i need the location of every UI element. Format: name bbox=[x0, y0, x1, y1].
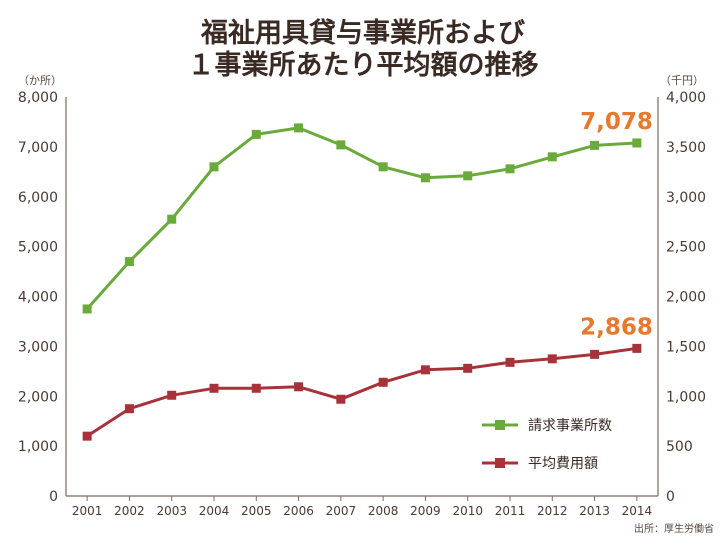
right-axis-tick-label: 1,000 bbox=[666, 389, 706, 405]
series-line-1 bbox=[86, 346, 638, 438]
x-axis-tick-label: 2009 bbox=[410, 504, 441, 518]
legend-label-claims-offices: 請求事業所数 bbox=[528, 418, 612, 434]
right-axis-tick-label: 3,000 bbox=[666, 190, 706, 206]
series-0-point bbox=[167, 214, 177, 224]
legend-label-average-cost: 平均費用額 bbox=[528, 456, 598, 472]
series-0-point bbox=[420, 173, 430, 183]
left-axis-unit-label: （か所） bbox=[18, 74, 62, 87]
right-axis-tick-label: 1,500 bbox=[666, 339, 706, 355]
left-axis-tick-label: 3,000 bbox=[18, 339, 58, 355]
x-axis-tick-label: 2011 bbox=[495, 504, 526, 518]
left-axis-ticks: 0 1,000 2,000 3,000 4,000 5,000 6,000 7,000 8,00… bbox=[18, 90, 58, 505]
left-axis-tick-label: 7,000 bbox=[18, 140, 58, 156]
right-axis-tick-label: 4,000 bbox=[666, 90, 706, 106]
callout-value-label: 2,868 bbox=[580, 314, 653, 340]
series-1-point bbox=[420, 365, 430, 375]
left-axis-tick-label: 8,000 bbox=[18, 90, 58, 106]
series-1-point bbox=[124, 404, 134, 414]
series-0-point bbox=[590, 140, 600, 150]
x-axis-tick-label: 2005 bbox=[241, 504, 272, 518]
series-0-point bbox=[505, 164, 515, 174]
series-0-point bbox=[336, 140, 346, 150]
series-1-point bbox=[547, 354, 557, 364]
x-axis-ticks: 2001 2002 2003 2004 2005 2006 2007 2008 2009 2010… bbox=[72, 496, 652, 518]
x-axis-tick-label: 2008 bbox=[368, 504, 399, 518]
source-note: 出所：厚生労働省 bbox=[634, 522, 714, 535]
series-0-point bbox=[547, 152, 557, 162]
series-1-point bbox=[505, 357, 515, 367]
series-1-point bbox=[632, 343, 642, 353]
left-axis-tick-label: 2,000 bbox=[18, 389, 58, 405]
right-axis-tick-label: 0 bbox=[666, 489, 675, 505]
series-1-point bbox=[590, 349, 600, 359]
series-layer bbox=[82, 123, 642, 441]
x-axis-tick-label: 2001 bbox=[72, 504, 103, 518]
series-1-point bbox=[294, 382, 304, 392]
x-axis-tick-label: 2003 bbox=[156, 504, 187, 518]
right-axis-tick-label: 500 bbox=[666, 439, 693, 455]
series-1-point bbox=[336, 394, 346, 404]
left-axis-tick-label: 6,000 bbox=[18, 190, 58, 206]
x-axis-tick-label: 2014 bbox=[622, 504, 653, 518]
x-axis-tick-label: 2002 bbox=[114, 504, 145, 518]
left-axis-tick-label: 5,000 bbox=[18, 240, 58, 256]
series-1-point bbox=[82, 431, 92, 441]
series-0-point bbox=[124, 257, 134, 267]
callout-layer: 7,078 2,868 bbox=[580, 109, 653, 340]
x-axis-tick-label: 2006 bbox=[283, 504, 314, 518]
series-0-point bbox=[378, 162, 388, 172]
right-axis-tick-label: 2,500 bbox=[666, 240, 706, 256]
chart-title-line-1: 福祉用具貸与事業所および bbox=[200, 17, 525, 49]
series-0-point bbox=[294, 123, 304, 133]
series-1-point bbox=[463, 363, 473, 373]
x-axis-tick-label: 2004 bbox=[199, 504, 230, 518]
series-0-point bbox=[632, 138, 642, 148]
series-0-point bbox=[251, 129, 261, 139]
series-0-point bbox=[209, 162, 219, 172]
legend: 請求事業所数 平均費用額 bbox=[482, 418, 612, 472]
legend-marker-claims-offices bbox=[495, 420, 505, 430]
legend-marker-average-cost bbox=[495, 458, 505, 468]
series-1-point bbox=[251, 383, 261, 393]
series-1-point bbox=[378, 377, 388, 387]
x-axis-tick-label: 2012 bbox=[537, 504, 568, 518]
left-axis-tick-label: 1,000 bbox=[18, 439, 58, 455]
right-axis-tick-label: 3,500 bbox=[666, 140, 706, 156]
series-1-point bbox=[167, 390, 177, 400]
right-axis-unit-label: （千円） bbox=[660, 74, 704, 87]
left-axis-tick-label: 0 bbox=[49, 489, 58, 505]
series-line-0 bbox=[85, 126, 637, 310]
right-axis-ticks: 0 500 1,000 1,500 2,000 2,500 3,000 3,500 4,000 bbox=[666, 90, 706, 505]
right-axis-tick-label: 2,000 bbox=[666, 290, 706, 306]
x-axis-tick-label: 2013 bbox=[579, 504, 610, 518]
x-axis-tick-label: 2007 bbox=[326, 504, 357, 518]
callout-value-label: 7,078 bbox=[580, 109, 653, 135]
series-0-point bbox=[463, 171, 473, 181]
series-1-point bbox=[209, 383, 219, 393]
series-0-point bbox=[82, 304, 92, 314]
chart-title-line-2: １事業所あたり平均額の推移 bbox=[188, 50, 539, 81]
left-axis-tick-label: 4,000 bbox=[18, 290, 58, 306]
x-axis-tick-label: 2010 bbox=[452, 504, 483, 518]
